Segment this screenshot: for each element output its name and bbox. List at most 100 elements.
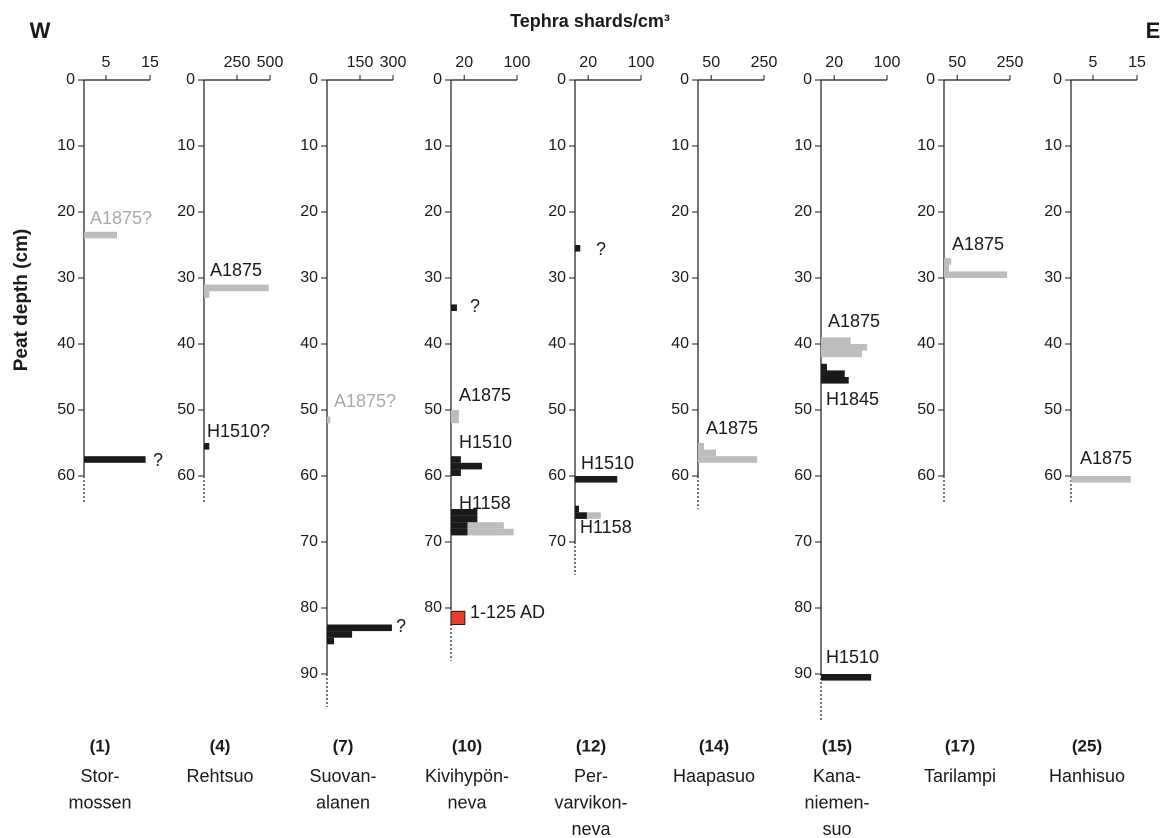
- y-tick-label: 50: [57, 401, 75, 418]
- y-tick-label: 60: [177, 467, 195, 484]
- x-tick-label: 300: [380, 54, 407, 71]
- y-tick-label: 30: [548, 269, 566, 286]
- x-tick-label: 100: [504, 54, 531, 71]
- annotation: A1875: [828, 311, 880, 331]
- y-tick-label: 40: [548, 335, 566, 352]
- y-tick-label: 20: [548, 203, 566, 220]
- y-axis-title: Peat depth (cm): [11, 229, 32, 372]
- y-tick-label: 50: [917, 401, 935, 418]
- site-name: Kana-: [813, 766, 861, 786]
- annotation: A1875?: [334, 391, 396, 411]
- y-tick-label: 20: [794, 203, 812, 220]
- site-number: (17): [945, 736, 975, 755]
- bar: [451, 522, 504, 529]
- y-tick-label: 60: [548, 467, 566, 484]
- x-tick-label: 100: [628, 54, 655, 71]
- y-tick-label: 10: [548, 137, 566, 154]
- y-tick-label: 0: [680, 71, 689, 88]
- y-tick-label: 20: [1044, 203, 1062, 220]
- x-tick-label: 250: [997, 54, 1024, 71]
- annotation: H1510: [581, 453, 634, 473]
- site-name: varvikon-: [554, 792, 627, 812]
- annotation: ?: [153, 450, 163, 470]
- bar: [821, 377, 849, 384]
- y-tick-label: 50: [671, 401, 689, 418]
- site-name: Per-: [574, 766, 608, 786]
- annotation: A1875: [952, 234, 1004, 254]
- site-number: (15): [822, 736, 852, 755]
- bar: [84, 456, 146, 463]
- y-tick-label: 30: [917, 269, 935, 286]
- east-label: E: [1146, 18, 1161, 43]
- annotation: 1-125 AD: [470, 602, 545, 622]
- bar: [327, 637, 335, 645]
- annotation: H1158: [580, 517, 632, 537]
- y-tick-label: 30: [671, 269, 689, 286]
- y-tick-label: 90: [794, 665, 812, 682]
- annotation: A1875: [459, 385, 511, 405]
- x-tick-label: 15: [1128, 54, 1146, 71]
- annotation: ?: [596, 239, 606, 259]
- y-tick-label: 30: [177, 269, 195, 286]
- x-tick-label: 100: [874, 54, 901, 71]
- y-tick-label: 20: [300, 203, 318, 220]
- bar: [821, 350, 862, 358]
- y-tick-label: 0: [186, 71, 195, 88]
- x-axis-title: Tephra shards/cm³: [510, 11, 670, 31]
- site-name: suo: [822, 819, 851, 838]
- bar: [451, 528, 468, 536]
- y-tick-label: 50: [424, 401, 442, 418]
- bar: [575, 476, 618, 483]
- annotation: H1510?: [207, 421, 270, 441]
- y-tick-label: 0: [1053, 71, 1062, 88]
- west-label: W: [30, 18, 51, 43]
- y-tick-label: 60: [917, 467, 935, 484]
- y-tick-label: 20: [671, 203, 689, 220]
- y-tick-label: 60: [1044, 467, 1062, 484]
- y-tick-label: 30: [424, 269, 442, 286]
- y-tick-label: 20: [424, 203, 442, 220]
- y-tick-label: 50: [1044, 401, 1062, 418]
- bar: [451, 304, 457, 311]
- x-tick-label: 500: [257, 54, 284, 71]
- y-tick-label: 40: [671, 335, 689, 352]
- y-tick-label: 20: [57, 203, 75, 220]
- x-tick-label: 20: [579, 54, 597, 71]
- y-tick-label: 0: [433, 71, 442, 88]
- site-number: (25): [1072, 736, 1102, 755]
- annotation: A1875?: [90, 208, 152, 228]
- x-tick-label: 5: [1089, 54, 1098, 71]
- y-tick-label: 40: [177, 335, 195, 352]
- annotation: H1510: [459, 432, 512, 452]
- y-tick-label: 80: [794, 599, 812, 616]
- y-tick-label: 70: [300, 533, 318, 550]
- x-tick-label: 250: [224, 54, 251, 71]
- y-tick-label: 0: [309, 71, 318, 88]
- y-tick-label: 80: [424, 599, 442, 616]
- x-tick-label: 5: [102, 54, 111, 71]
- y-tick-label: 10: [57, 137, 75, 154]
- bar: [204, 443, 210, 450]
- x-tick-label: 20: [455, 54, 473, 71]
- y-tick-label: 40: [424, 335, 442, 352]
- annotation: ?: [396, 616, 406, 636]
- bar: [204, 284, 269, 292]
- y-tick-label: 0: [803, 71, 812, 88]
- bar: [451, 509, 478, 516]
- y-tick-label: 0: [926, 71, 935, 88]
- bar: [698, 456, 758, 463]
- bar: [821, 363, 827, 371]
- site-name: Stor-: [80, 766, 119, 786]
- site-number: (4): [210, 736, 231, 755]
- bar: [698, 443, 705, 450]
- y-tick-label: 70: [794, 533, 812, 550]
- y-tick-label: 30: [300, 269, 318, 286]
- y-tick-label: 10: [794, 137, 812, 154]
- y-tick-label: 50: [794, 401, 812, 418]
- y-tick-label: 30: [1044, 269, 1062, 286]
- x-tick-label: 50: [702, 54, 720, 71]
- annotation: H1510: [826, 647, 879, 667]
- y-tick-label: 50: [177, 401, 195, 418]
- annotation: H1158: [459, 493, 511, 513]
